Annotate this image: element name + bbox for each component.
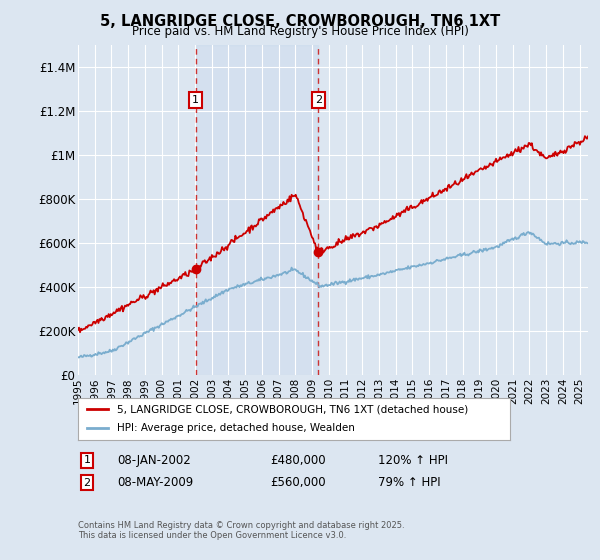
- Text: HPI: Average price, detached house, Wealden: HPI: Average price, detached house, Weal…: [117, 423, 355, 433]
- Text: 5, LANGRIDGE CLOSE, CROWBOROUGH, TN6 1XT (detached house): 5, LANGRIDGE CLOSE, CROWBOROUGH, TN6 1XT…: [117, 404, 468, 414]
- Text: Price paid vs. HM Land Registry's House Price Index (HPI): Price paid vs. HM Land Registry's House …: [131, 25, 469, 38]
- Text: 2: 2: [315, 95, 322, 105]
- Text: £560,000: £560,000: [270, 476, 326, 489]
- Text: 08-MAY-2009: 08-MAY-2009: [117, 476, 193, 489]
- Text: 08-JAN-2002: 08-JAN-2002: [117, 454, 191, 467]
- Bar: [196, 45, 318, 375]
- Text: 1: 1: [192, 95, 199, 105]
- Text: 79% ↑ HPI: 79% ↑ HPI: [378, 476, 440, 489]
- Text: Contains HM Land Registry data © Crown copyright and database right 2025.
This d: Contains HM Land Registry data © Crown c…: [78, 521, 404, 540]
- Text: 2: 2: [83, 478, 91, 488]
- Text: 1: 1: [83, 455, 91, 465]
- Text: 120% ↑ HPI: 120% ↑ HPI: [378, 454, 448, 467]
- Text: 5, LANGRIDGE CLOSE, CROWBOROUGH, TN6 1XT: 5, LANGRIDGE CLOSE, CROWBOROUGH, TN6 1XT: [100, 14, 500, 29]
- Text: £480,000: £480,000: [270, 454, 326, 467]
